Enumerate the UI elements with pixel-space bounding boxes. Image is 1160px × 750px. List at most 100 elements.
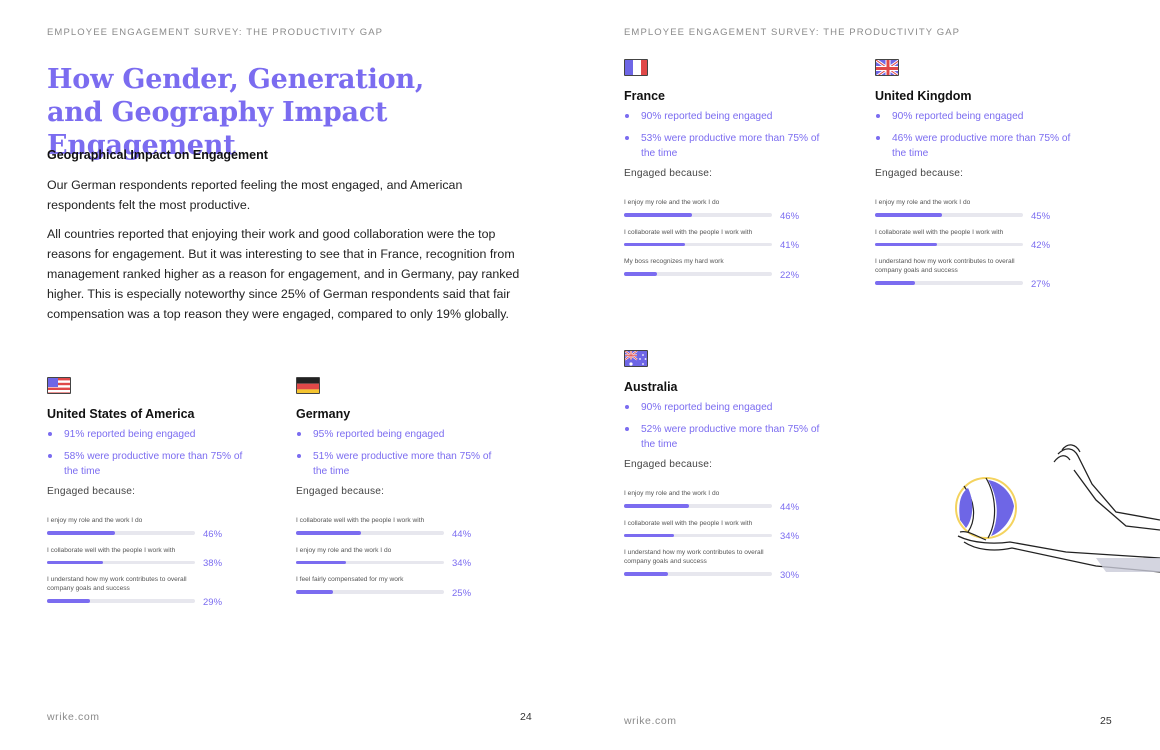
reasons-bar-chart: I enjoy my role and the work I do 44% I co… bbox=[624, 489, 834, 581]
reason-percent: 44% bbox=[780, 501, 800, 513]
engaged-because-label: Engaged because: bbox=[296, 486, 385, 497]
stat-engaged: 95% reported being engaged bbox=[296, 427, 506, 442]
reason-bar-track: 25% bbox=[296, 588, 471, 599]
reason-bar-track: 46% bbox=[624, 211, 799, 222]
stat-engaged: 90% reported being engaged bbox=[624, 400, 834, 415]
reason-bar-track: 34% bbox=[624, 531, 799, 542]
australia-flag-icon bbox=[624, 350, 650, 372]
engaged-because-label: Engaged because: bbox=[624, 459, 713, 470]
reason-label: My boss recognizes my hard work bbox=[624, 258, 724, 265]
reason-percent: 41% bbox=[780, 240, 800, 251]
reason-label: I enjoy my role and the work I do bbox=[624, 490, 720, 497]
reason-bar-fill bbox=[47, 560, 104, 564]
reason-bar-track: 45% bbox=[875, 211, 1050, 222]
page-title: How Gender, Generation, and Geography Im… bbox=[47, 63, 580, 162]
reason-bar-track: 30% bbox=[624, 570, 799, 581]
reasons-bar-chart: I collaborate well with the people I wor… bbox=[296, 516, 506, 599]
reason-bar-fill bbox=[624, 572, 669, 576]
reason-bar-fill bbox=[624, 242, 685, 246]
country-name: Australia bbox=[624, 380, 678, 394]
stat-productive: 46% were productive more than 75% of the… bbox=[875, 131, 1085, 161]
title-line-1: How Gender, Generation, bbox=[47, 64, 425, 95]
germany-flag-icon bbox=[296, 377, 322, 399]
right-page: EMPLOYEE ENGAGEMENT SURVEY: THE PRODUCTI… bbox=[580, 0, 1160, 750]
country-card-australia: Australia 90% reported being engaged 52%… bbox=[624, 350, 834, 587]
reason-percent: 34% bbox=[780, 531, 800, 542]
reason-row: I collaborate well with the people I wor… bbox=[875, 228, 1085, 251]
us-flag-icon bbox=[47, 377, 73, 399]
page-number: 25 bbox=[1100, 715, 1112, 727]
reason-percent: 30% bbox=[780, 569, 800, 581]
reason-row: I enjoy my role and the work I do 46% bbox=[624, 198, 834, 222]
reason-bar-fill bbox=[624, 504, 690, 508]
footer-site: wrike.com bbox=[47, 711, 100, 723]
reason-label: I enjoy my role and the work I do bbox=[875, 199, 971, 206]
title-line-2: and Geography Impact Engagement bbox=[47, 97, 388, 161]
reason-label: I feel fairly compensated for my work bbox=[296, 576, 404, 583]
reason-bar-fill bbox=[296, 590, 333, 594]
reason-label: I collaborate well with the people I wor… bbox=[624, 519, 753, 527]
reason-percent: 29% bbox=[203, 596, 223, 608]
stats-list: 91% reported being engaged 58% were prod… bbox=[47, 427, 257, 479]
reason-bar-fill bbox=[875, 242, 938, 246]
reason-label: I enjoy my role and the work I do bbox=[296, 546, 392, 554]
country-card-france: France 90% reported being engaged 53% we… bbox=[624, 59, 834, 287]
left-page: EMPLOYEE ENGAGEMENT SURVEY: THE PRODUCTI… bbox=[47, 27, 580, 723]
country-name: United Kingdom bbox=[875, 89, 972, 103]
reason-label: I collaborate well with the people I wor… bbox=[47, 546, 176, 554]
reason-row: I enjoy my role and the work I do 34% bbox=[296, 546, 506, 569]
section-subhead: Geographical Impact on Engagement bbox=[47, 148, 268, 162]
reason-bar-fill bbox=[875, 213, 942, 217]
page-header: EMPLOYEE ENGAGEMENT SURVEY: THE PRODUCTI… bbox=[47, 27, 384, 38]
reason-bar-fill bbox=[624, 533, 675, 537]
country-card-germany: Germany 95% reported being engaged 51% w… bbox=[296, 377, 506, 605]
reason-bar-fill bbox=[47, 531, 116, 535]
reason-row: I enjoy my role and the work I do 44% bbox=[624, 489, 834, 513]
country-name: France bbox=[624, 89, 665, 103]
reason-percent: 44% bbox=[452, 528, 472, 540]
reason-percent: 46% bbox=[203, 528, 223, 540]
reason-row: I understand how my work contributes to … bbox=[47, 575, 257, 608]
reason-bar-fill bbox=[47, 599, 90, 603]
reason-percent: 22% bbox=[780, 269, 800, 281]
reason-label: I collaborate well with the people I wor… bbox=[624, 228, 753, 236]
page-header: EMPLOYEE ENGAGEMENT SURVEY: THE PRODUCTI… bbox=[624, 27, 961, 38]
reason-bar-fill bbox=[624, 272, 657, 276]
stats-list: 95% reported being engaged 51% were prod… bbox=[296, 427, 506, 479]
uk-flag-icon bbox=[875, 59, 901, 81]
reason-row: I understand how my work contributes to … bbox=[875, 257, 1085, 290]
reason-percent: 46% bbox=[780, 210, 800, 222]
reason-label: I understand how my work contributes to … bbox=[47, 576, 187, 592]
stat-productive: 53% were productive more than 75% of the… bbox=[624, 131, 834, 161]
reason-row: I feel fairly compensated for my work 25% bbox=[296, 575, 506, 599]
reason-row: I collaborate well with the people I wor… bbox=[47, 546, 257, 569]
reason-bar-track: 44% bbox=[624, 502, 799, 513]
reasons-bar-chart: I enjoy my role and the work I do 45% I co… bbox=[875, 198, 1085, 290]
stat-engaged: 91% reported being engaged bbox=[47, 427, 257, 442]
reason-bar-track: 41% bbox=[624, 240, 799, 251]
stat-engaged: 90% reported being engaged bbox=[875, 109, 1085, 124]
reason-row: I understand how my work contributes to … bbox=[624, 548, 834, 581]
reason-label: I collaborate well with the people I wor… bbox=[875, 228, 1004, 236]
reason-percent: 42% bbox=[1031, 240, 1051, 251]
reason-bar-track: 29% bbox=[47, 597, 222, 608]
reason-bar-track: 38% bbox=[47, 558, 222, 569]
stat-productive: 51% were productive more than 75% of the… bbox=[296, 449, 506, 479]
reason-label: I understand how my work contributes to … bbox=[624, 549, 764, 565]
reason-bar-track: 22% bbox=[624, 270, 799, 281]
reason-row: My boss recognizes my hard work 22% bbox=[624, 257, 834, 281]
footer-site: wrike.com bbox=[624, 715, 677, 727]
stat-engaged: 90% reported being engaged bbox=[624, 109, 834, 124]
reason-label: I understand how my work contributes to … bbox=[875, 258, 1015, 274]
country-card-uk: United Kingdom 90% reported being engage… bbox=[875, 59, 1085, 296]
reason-bar-fill bbox=[296, 560, 347, 564]
reason-label: I enjoy my role and the work I do bbox=[47, 517, 143, 524]
reason-bar-track: 34% bbox=[296, 558, 471, 569]
stats-list: 90% reported being engaged 52% were prod… bbox=[624, 400, 834, 452]
volleyball-hand-illustration bbox=[946, 440, 1160, 590]
body-paragraph: All countries reported that enjoying the… bbox=[47, 227, 520, 321]
reason-bar-track: 27% bbox=[875, 279, 1050, 290]
reason-bar-track: 46% bbox=[47, 529, 222, 540]
reason-percent: 27% bbox=[1031, 278, 1051, 290]
stats-list: 90% reported being engaged 46% were prod… bbox=[875, 109, 1085, 161]
